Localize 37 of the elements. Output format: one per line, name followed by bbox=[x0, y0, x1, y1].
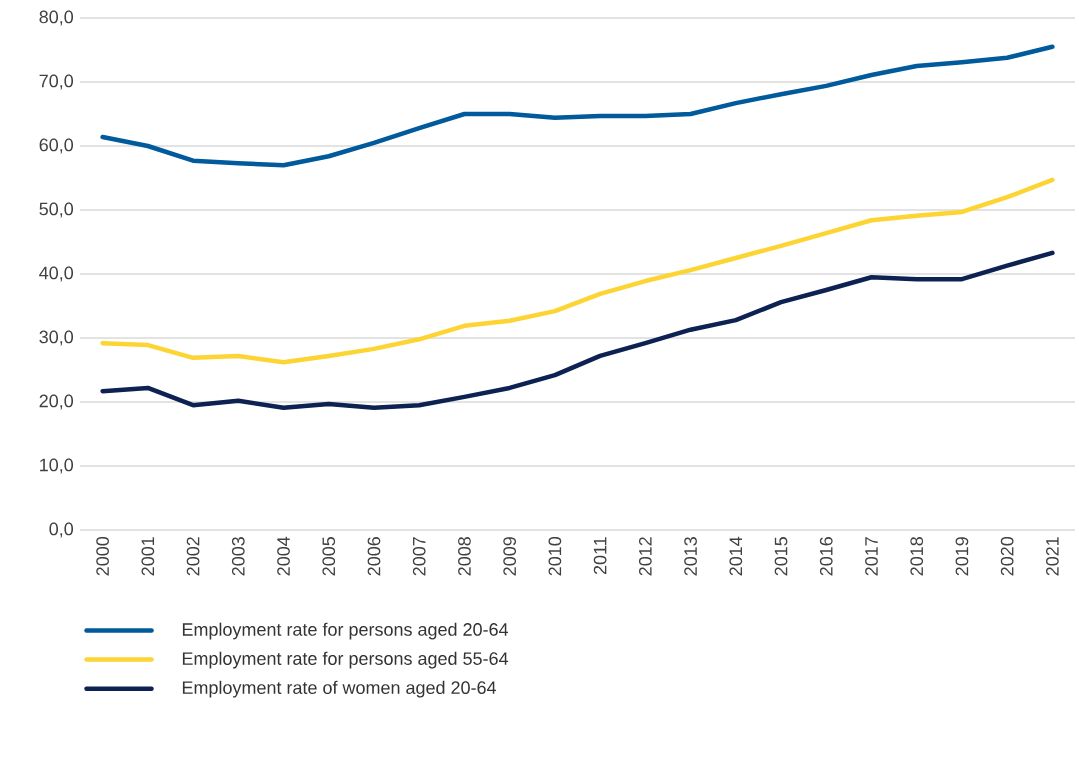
y-tick-label: 30,0 bbox=[39, 330, 74, 346]
legend-label: Employment rate of women aged 20-64 bbox=[182, 680, 497, 698]
x-tick-label: 2005 bbox=[322, 537, 336, 576]
y-tick-label: 50,0 bbox=[39, 202, 74, 218]
line-series bbox=[100, 44, 1055, 168]
x-tick-label: 2019 bbox=[955, 537, 969, 576]
y-tick-label: 0,0 bbox=[49, 522, 74, 538]
x-tick-label: 2003 bbox=[231, 537, 245, 576]
x-tick-label: 2000 bbox=[96, 536, 109, 576]
x-tick-label: 2016 bbox=[819, 537, 833, 576]
y-tick-label: 20,0 bbox=[39, 394, 74, 410]
x-tick-label: 2012 bbox=[638, 537, 652, 576]
y-tick-label: 80,0 bbox=[39, 10, 74, 26]
line-series bbox=[100, 250, 1055, 411]
x-tick-label: 2017 bbox=[865, 537, 878, 576]
legend-label: Employment rate for persons aged 55-64 bbox=[182, 651, 509, 669]
x-tick-label: 2011 bbox=[593, 537, 607, 575]
y-tick-label: 60,0 bbox=[39, 138, 74, 154]
x-tick-label: 2009 bbox=[503, 537, 517, 576]
x-tick-label: 2008 bbox=[458, 537, 471, 576]
y-tick-label: 10,0 bbox=[40, 458, 74, 474]
x-tick-label: 2002 bbox=[186, 537, 200, 576]
x-tick-label: 2007 bbox=[412, 537, 426, 576]
legend-label: Employment rate for persons aged 20-64 bbox=[182, 622, 509, 640]
x-tick-label: 2006 bbox=[367, 537, 381, 576]
y-tick-label: 70,0 bbox=[39, 74, 74, 90]
x-tick-label: 2015 bbox=[774, 537, 788, 576]
x-tick-label: 2021 bbox=[1046, 537, 1059, 576]
x-tick-label: 2010 bbox=[548, 536, 562, 576]
x-tick-label: 2014 bbox=[729, 536, 743, 576]
x-tick-label: 2020 bbox=[1000, 536, 1014, 576]
y-tick-label: 40,0 bbox=[39, 266, 74, 282]
x-tick-label: 2001 bbox=[141, 537, 155, 576]
x-tick-label: 2018 bbox=[910, 537, 924, 576]
line-series bbox=[100, 177, 1055, 365]
x-tick-label: 2013 bbox=[684, 537, 697, 576]
x-tick-label: 2004 bbox=[277, 536, 290, 576]
